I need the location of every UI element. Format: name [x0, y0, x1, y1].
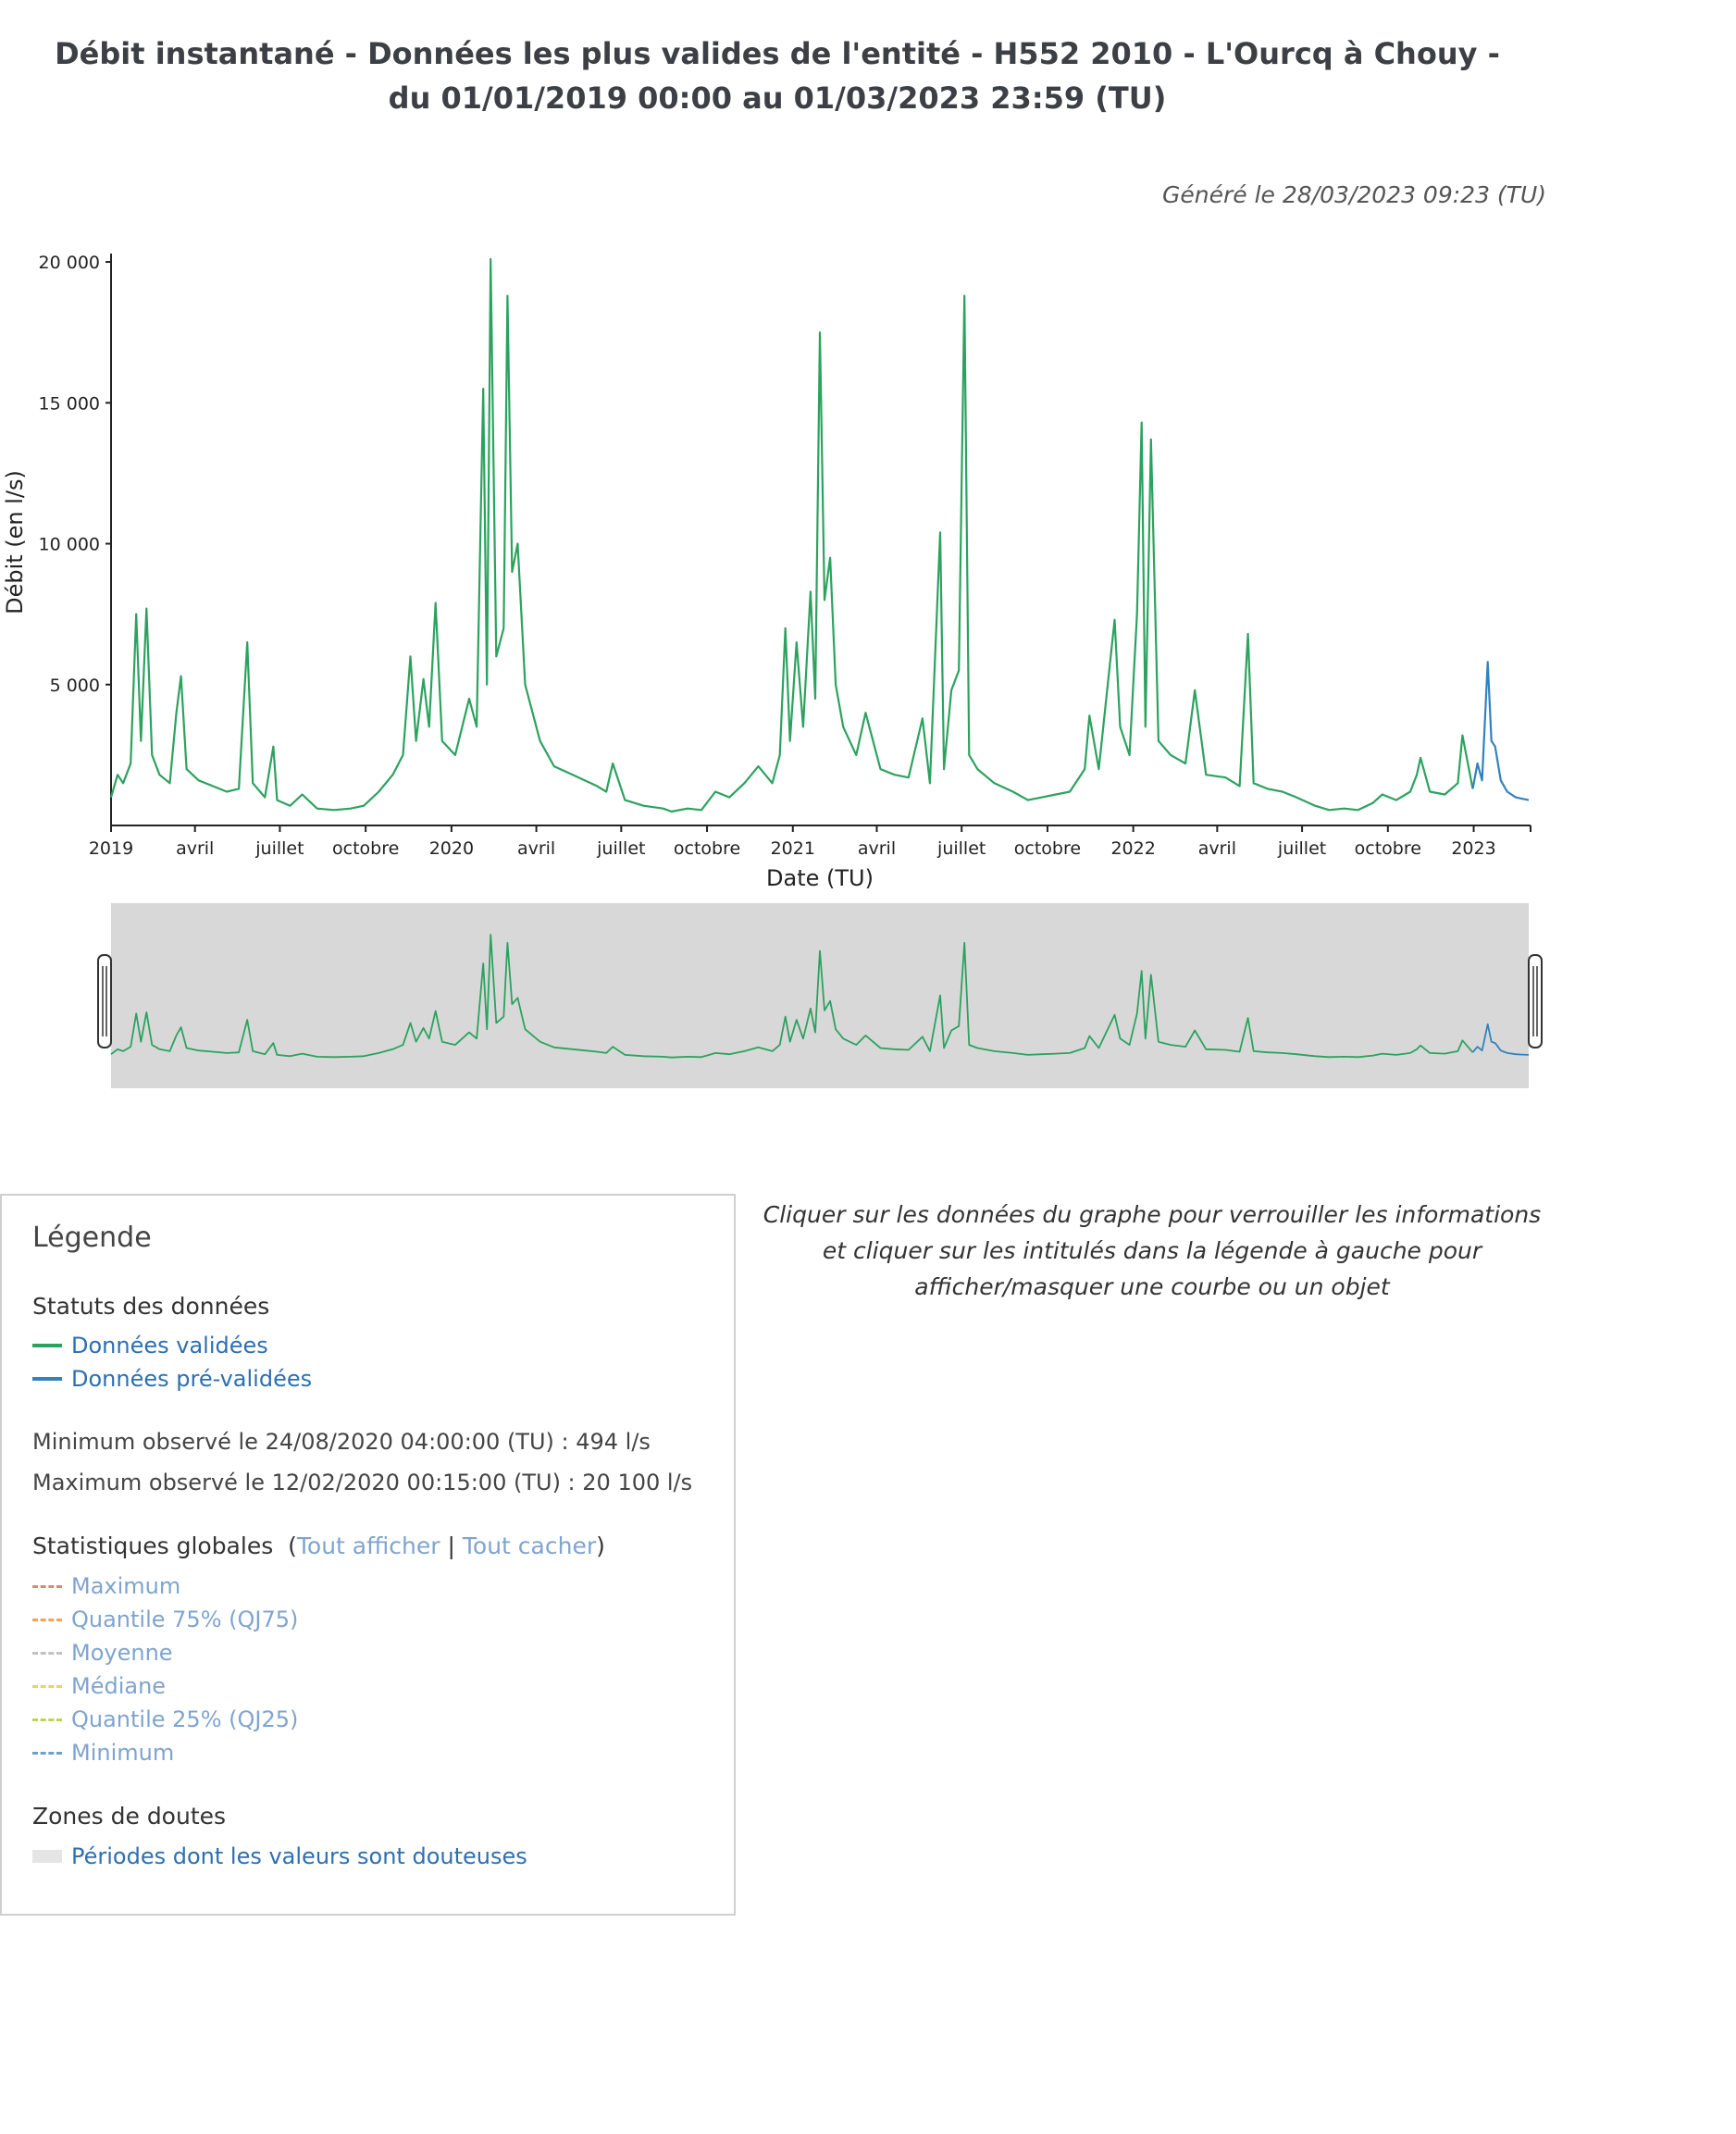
stat-maximum-swatch — [32, 1584, 62, 1588]
legend-item-prevalidated[interactable]: Données pré-validées — [32, 1366, 312, 1392]
legend-item-stat-qj25[interactable]: Quantile 25% (QJ25) — [32, 1706, 298, 1732]
brush-handle-left[interactable] — [97, 954, 112, 1048]
brush-selection[interactable] — [111, 903, 1529, 1088]
x-tick-label: octobre — [332, 838, 399, 859]
minimum-observed-text: Minimum observé le 24/08/2020 04:00:00 (… — [32, 1429, 651, 1455]
generated-timestamp: Généré le 28/03/2023 09:23 (TU) — [1162, 181, 1546, 208]
y-tick-label: 20 000 — [39, 253, 100, 273]
page-title: Débit instantané - Données les plus vali… — [55, 36, 1500, 116]
legend-label-stat-minimum: Minimum — [71, 1740, 175, 1766]
separator: | — [440, 1532, 463, 1559]
brush-line-prevalidated — [1471, 1023, 1530, 1056]
legend-label-prevalidated: Données pré-validées — [71, 1366, 313, 1392]
y-axis-label: Débit (en l/s) — [2, 470, 28, 614]
x-tick-label: octobre — [1355, 838, 1421, 859]
validated-line-swatch — [32, 1344, 62, 1347]
legend-label-stat-qj25: Quantile 25% (QJ25) — [71, 1706, 299, 1732]
x-tick-label: avril — [858, 838, 896, 859]
brush-overview-lines — [110, 934, 1530, 1059]
legend-item-stat-mediane[interactable]: Médiane — [32, 1673, 166, 1699]
stat-qj25-swatch — [32, 1718, 62, 1721]
global-stats-heading: Statistiques globales (Tout afficher | T… — [32, 1532, 605, 1559]
legend-item-validated[interactable]: Données validées — [32, 1333, 268, 1359]
paren-open: ( — [280, 1532, 297, 1559]
x-tick-label: 2021 — [771, 838, 815, 859]
stat-minimum-swatch — [32, 1751, 62, 1755]
legend-label-validated: Données validées — [71, 1333, 268, 1359]
legend-label-doubt-zones: Périodes dont les valeurs sont douteuses — [71, 1843, 527, 1869]
hide-all-link[interactable]: Tout cacher — [462, 1532, 597, 1559]
brush-handle-right[interactable] — [1528, 954, 1543, 1048]
x-tick-label: 2023 — [1451, 838, 1495, 859]
time-range-brush[interactable] — [0, 898, 1573, 1110]
maximum-observed-text: Maximum observé le 12/02/2020 00:15:00 (… — [32, 1470, 693, 1495]
legend-title: Légende — [32, 1222, 152, 1254]
doubt-zone-swatch — [32, 1850, 62, 1863]
legend-item-stat-maximum[interactable]: Maximum — [32, 1573, 180, 1599]
x-tick-label: juillet — [1277, 838, 1326, 859]
stat-qj75-swatch — [32, 1618, 62, 1621]
x-tick-label: juillet — [936, 838, 986, 859]
legend-item-doubt-zones[interactable]: Périodes dont les valeurs sont douteuses — [32, 1843, 527, 1869]
x-axis-label: Date (TU) — [766, 865, 874, 891]
x-tick-label: avril — [1198, 838, 1236, 859]
x-tick-label: juillet — [596, 838, 645, 859]
series-line-prevalidated — [1471, 661, 1530, 801]
global-stats-label: Statistiques globales — [32, 1532, 274, 1559]
brush-line-validated — [110, 934, 1474, 1059]
doubt-zones-heading: Zones de doutes — [32, 1803, 227, 1830]
main-plot-area: 5 000 10 000 15 000 20 000 2019 avril juillet o… — [2, 253, 1531, 891]
show-all-link[interactable]: Tout afficher — [296, 1532, 440, 1559]
x-tick-label: avril — [176, 838, 214, 859]
prevalidated-line-swatch — [32, 1377, 62, 1381]
x-tick-label: 2019 — [89, 838, 133, 859]
legend-item-stat-qj75[interactable]: Quantile 75% (QJ75) — [32, 1607, 298, 1632]
legend-item-stat-moyenne[interactable]: Moyenne — [32, 1640, 173, 1666]
x-tick-label: octobre — [1014, 838, 1081, 859]
legend-panel: Légende Statuts des données Données vali… — [0, 1194, 736, 1916]
usage-hint: Cliquer sur les données du graphe pour v… — [763, 1201, 1542, 1300]
x-tick-label: 2022 — [1110, 838, 1155, 859]
x-tick-label: octobre — [674, 838, 740, 859]
legend-label-stat-moyenne: Moyenne — [71, 1640, 173, 1666]
stat-mediane-swatch — [32, 1684, 62, 1688]
y-tick-label: 10 000 — [39, 535, 100, 555]
stat-moyenne-swatch — [32, 1651, 62, 1655]
legend-label-stat-maximum: Maximum — [71, 1573, 181, 1599]
paren-close: ) — [596, 1532, 605, 1559]
x-tick-label: juillet — [254, 838, 304, 859]
x-tick-label: 2020 — [429, 838, 474, 859]
data-status-heading: Statuts des données — [32, 1293, 270, 1320]
flow-chart[interactable]: 5 000 10 000 15 000 20 000 2019 avril juillet o… — [0, 231, 1573, 898]
x-tick-label: avril — [517, 838, 555, 859]
legend-item-stat-minimum[interactable]: Minimum — [32, 1740, 174, 1766]
legend-label-stat-mediane: Médiane — [71, 1673, 167, 1699]
y-tick-label: 15 000 — [39, 393, 100, 414]
legend-label-stat-qj75: Quantile 75% (QJ75) — [71, 1607, 299, 1632]
series-line-validated — [109, 257, 1474, 813]
y-tick-label: 5 000 — [50, 676, 100, 696]
